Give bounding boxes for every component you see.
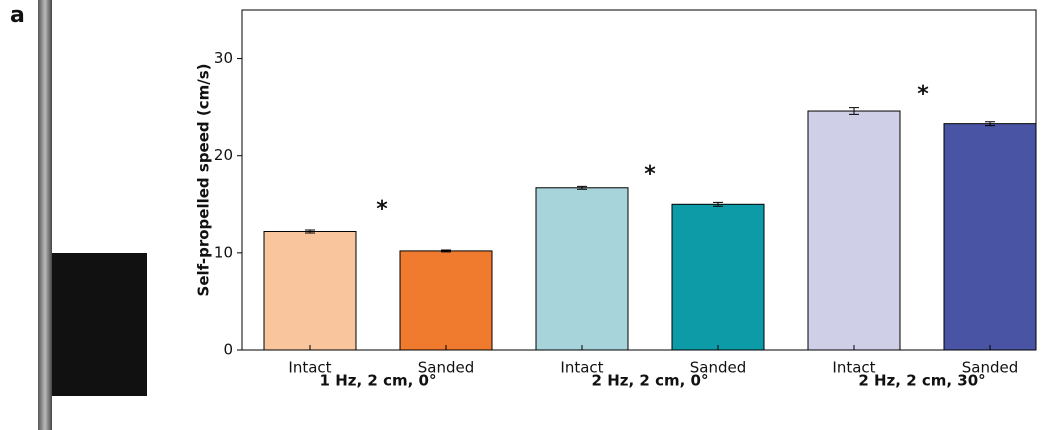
chart: a Self-propelled speed (cm/s) 0102030Int…: [0, 0, 1051, 430]
rod: [38, 0, 52, 430]
axes-box: [242, 10, 1036, 350]
y-tick-label: 10: [214, 243, 233, 261]
panel-label: a: [10, 3, 25, 28]
bar: [536, 188, 628, 350]
y-axis-label: Self-propelled speed (cm/s): [195, 64, 213, 297]
y-tick-label: 30: [214, 49, 233, 67]
group-label: 2 Hz, 2 cm, 0°: [592, 372, 709, 390]
group-label: 1 Hz, 2 cm, 0°: [320, 372, 437, 390]
significance-mark: *: [376, 197, 388, 222]
significance-mark: *: [917, 82, 929, 107]
group-label: 2 Hz, 2 cm, 30°: [858, 372, 985, 390]
bar: [944, 124, 1036, 350]
significance-mark: *: [644, 162, 656, 187]
figure: a Self-propelled speed (cm/s) 0102030Int…: [0, 0, 1051, 430]
photo: [38, 0, 147, 430]
y-tick-label: 20: [214, 146, 233, 164]
bar: [264, 231, 356, 350]
y-tick-label: 0: [223, 341, 233, 359]
bar: [672, 204, 764, 350]
plate: [52, 253, 147, 396]
bar: [808, 111, 900, 350]
bar: [400, 251, 492, 350]
